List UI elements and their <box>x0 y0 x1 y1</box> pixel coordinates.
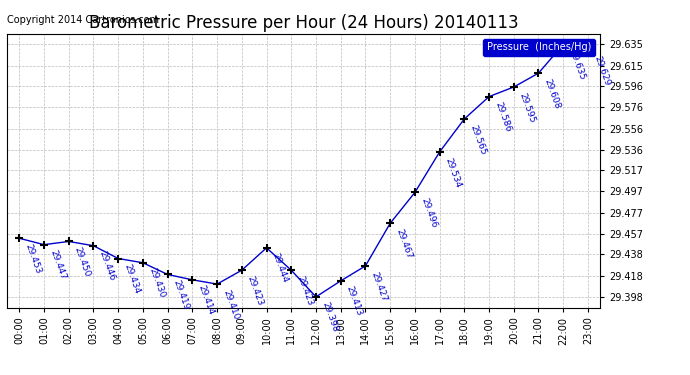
Pressure  (Inches/Hg) <box>312 295 320 299</box>
Pressure  (Inches/Hg) <box>510 85 518 89</box>
Text: 29.446: 29.446 <box>97 250 117 282</box>
Text: 29.586: 29.586 <box>493 101 513 134</box>
Text: 29.423: 29.423 <box>295 274 315 307</box>
Text: 29.534: 29.534 <box>444 156 463 189</box>
Line: Pressure  (Inches/Hg): Pressure (Inches/Hg) <box>15 40 592 301</box>
Text: 29.398: 29.398 <box>320 301 339 334</box>
Text: 29.595: 29.595 <box>518 91 537 124</box>
Pressure  (Inches/Hg) <box>460 117 469 121</box>
Pressure  (Inches/Hg) <box>237 268 246 273</box>
Pressure  (Inches/Hg) <box>337 279 345 283</box>
Pressure  (Inches/Hg) <box>188 278 197 282</box>
Pressure  (Inches/Hg) <box>15 236 23 240</box>
Pressure  (Inches/Hg) <box>559 42 567 46</box>
Pressure  (Inches/Hg) <box>262 246 270 250</box>
Pressure  (Inches/Hg) <box>65 239 73 244</box>
Text: 29.629: 29.629 <box>592 55 611 87</box>
Pressure  (Inches/Hg) <box>287 268 295 273</box>
Text: 29.608: 29.608 <box>542 77 562 110</box>
Text: 29.635: 29.635 <box>567 49 586 81</box>
Pressure  (Inches/Hg) <box>213 282 221 286</box>
Text: 29.413: 29.413 <box>345 285 364 318</box>
Pressure  (Inches/Hg) <box>485 94 493 99</box>
Text: 29.496: 29.496 <box>419 196 438 229</box>
Text: 29.414: 29.414 <box>197 284 216 316</box>
Pressure  (Inches/Hg) <box>411 190 419 195</box>
Pressure  (Inches/Hg) <box>435 150 444 154</box>
Pressure  (Inches/Hg) <box>139 261 147 265</box>
Legend: Pressure  (Inches/Hg): Pressure (Inches/Hg) <box>483 39 595 56</box>
Text: 29.565: 29.565 <box>469 123 488 156</box>
Text: Copyright 2014 Cartronics.com: Copyright 2014 Cartronics.com <box>7 15 159 25</box>
Text: 29.434: 29.434 <box>122 262 141 295</box>
Text: 29.423: 29.423 <box>246 274 265 307</box>
Pressure  (Inches/Hg) <box>386 221 394 226</box>
Text: 29.419: 29.419 <box>172 279 191 311</box>
Text: 29.450: 29.450 <box>73 246 92 278</box>
Text: 29.467: 29.467 <box>394 228 413 260</box>
Text: 29.447: 29.447 <box>48 249 68 281</box>
Pressure  (Inches/Hg) <box>89 243 97 248</box>
Text: 29.430: 29.430 <box>147 267 166 300</box>
Pressure  (Inches/Hg) <box>114 256 122 261</box>
Text: 29.444: 29.444 <box>270 252 290 284</box>
Pressure  (Inches/Hg) <box>584 48 592 53</box>
Title: Barometric Pressure per Hour (24 Hours) 20140113: Barometric Pressure per Hour (24 Hours) … <box>89 14 518 32</box>
Text: 29.410: 29.410 <box>221 288 240 321</box>
Text: 29.453: 29.453 <box>23 242 43 275</box>
Pressure  (Inches/Hg) <box>362 264 370 268</box>
Pressure  (Inches/Hg) <box>40 242 48 247</box>
Text: 29.427: 29.427 <box>370 270 388 303</box>
Pressure  (Inches/Hg) <box>534 71 542 75</box>
Pressure  (Inches/Hg) <box>164 272 172 277</box>
